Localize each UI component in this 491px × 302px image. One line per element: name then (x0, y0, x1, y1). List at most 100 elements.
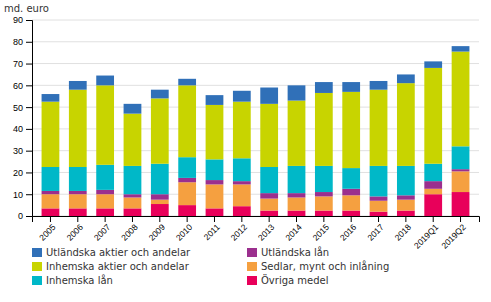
x-tick: 2019Q2 (439, 216, 468, 251)
legend-label: Utländska aktier och andelar (46, 247, 191, 258)
bar (42, 94, 60, 102)
legend-label: Inhemska lån (46, 274, 113, 286)
bar (151, 90, 169, 99)
bar (96, 165, 114, 190)
y-tick-label: 0 (18, 211, 23, 221)
bar (206, 95, 224, 105)
x-tick-label: 2006 (65, 222, 86, 243)
x-tick-mark (241, 216, 242, 222)
bar (452, 52, 470, 147)
legend-item: Inhemska aktier och andelar (32, 261, 190, 272)
bar (260, 193, 278, 198)
x-tick-mark (323, 216, 324, 222)
y-tick: 50 (13, 102, 32, 112)
y-tick-label: 80 (13, 37, 23, 47)
x-tick-label: 2015 (311, 222, 332, 243)
bar (397, 74, 415, 83)
y-tick: 90 (13, 15, 32, 25)
bar (124, 208, 142, 216)
bar (96, 190, 114, 194)
bar-series (42, 46, 470, 114)
bar (315, 82, 333, 93)
bar (178, 182, 196, 205)
y-tick-mark (26, 64, 32, 65)
y-tick: 80 (13, 37, 32, 47)
y-tick-mark (26, 194, 32, 195)
x-tick: 2007 (92, 216, 113, 243)
bar (424, 194, 442, 216)
bar (124, 197, 142, 208)
bar (233, 91, 251, 102)
bar (315, 192, 333, 196)
bar (260, 167, 278, 193)
x-tick: 2015 (311, 216, 332, 243)
bar (424, 68, 442, 164)
bar (260, 211, 278, 216)
bar (69, 90, 87, 167)
bar (370, 81, 388, 90)
x-tick: 2019Q1 (412, 216, 441, 251)
y-tick-label: 70 (13, 59, 23, 69)
bar (315, 196, 333, 210)
bar (69, 191, 87, 194)
bar (206, 180, 224, 184)
x-tick-label: 2010 (174, 222, 195, 243)
x-tick-mark (159, 216, 160, 222)
bar (288, 193, 306, 197)
bar (288, 197, 306, 210)
bar (370, 201, 388, 212)
legend-item: Sedlar, mynt och inlåning (247, 260, 389, 272)
bar (233, 206, 251, 216)
bar (96, 194, 114, 208)
x-tick-label: 2018 (393, 222, 414, 243)
x-axis: 2005200620072008200920102011201220132014… (33, 216, 480, 251)
x-tick: 2011 (202, 216, 222, 242)
grid-line (32, 41, 479, 42)
bar (233, 158, 251, 181)
bar (452, 171, 470, 192)
x-tick-label: 2013 (256, 222, 277, 243)
x-tick-mark (460, 216, 461, 222)
bar (397, 211, 415, 216)
bar (424, 61, 442, 68)
bar (370, 196, 388, 200)
y-tick: 10 (13, 190, 32, 200)
bar (260, 199, 278, 211)
bar (342, 189, 360, 196)
legend-swatch (247, 262, 257, 271)
bar (206, 105, 224, 159)
bar (96, 85, 114, 164)
x-tick-label: 2008 (119, 222, 140, 243)
x-tick: 2012 (229, 216, 250, 243)
x-tick-label: 2012 (229, 222, 250, 243)
x-tick: 2005 (37, 216, 58, 243)
bar (151, 98, 169, 163)
legend: Utländska aktier och andelar Inhemska akt… (32, 246, 389, 286)
bar (42, 102, 60, 167)
bar (124, 194, 142, 197)
x-tick-label: 2011 (202, 222, 222, 242)
bar (96, 76, 114, 86)
y-tick: 70 (13, 59, 32, 69)
bar (42, 194, 60, 208)
y-tick: 60 (13, 81, 32, 91)
bar (124, 104, 142, 114)
bar (342, 211, 360, 216)
y-tick-mark (26, 172, 32, 173)
y-tick: 0 (18, 211, 32, 221)
bars (42, 46, 470, 216)
y-tick-label: 50 (13, 102, 23, 112)
bar (397, 195, 415, 199)
x-tick-mark (214, 216, 215, 222)
bar (288, 85, 306, 100)
y-tick: 20 (13, 168, 32, 178)
bar (315, 93, 333, 166)
grid-line (32, 20, 479, 21)
x-tick: 2018 (393, 216, 414, 243)
bar-series (42, 192, 470, 216)
bar (178, 79, 196, 86)
x-tick-mark (296, 216, 297, 222)
bar (424, 164, 442, 181)
y-tick-mark (26, 216, 32, 217)
x-tick-label: 2005 (37, 222, 58, 243)
